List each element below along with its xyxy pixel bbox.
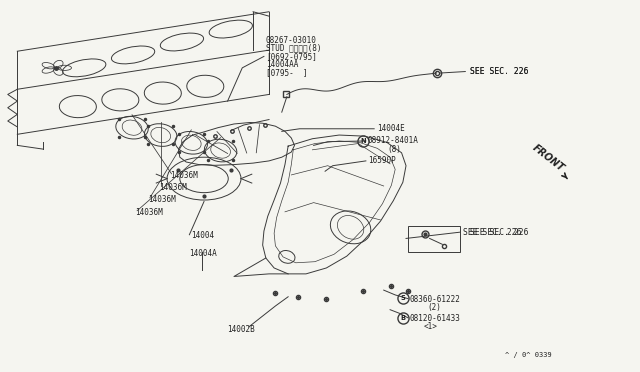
Text: 08267-03010: 08267-03010 — [266, 36, 317, 45]
Text: (8): (8) — [387, 145, 401, 154]
Text: 08120-61433: 08120-61433 — [409, 314, 460, 323]
Text: 14004AA: 14004AA — [266, 60, 298, 69]
Text: 08912-8401A: 08912-8401A — [368, 137, 419, 145]
Text: SEE SEC. 226: SEE SEC. 226 — [470, 228, 528, 237]
Text: <1>: <1> — [423, 322, 437, 331]
Text: 14036M: 14036M — [159, 183, 187, 192]
Text: 14036M: 14036M — [148, 195, 176, 204]
Text: 14004A: 14004A — [189, 249, 216, 258]
Text: SEE SEC. 226: SEE SEC. 226 — [470, 67, 528, 76]
Text: 16590P: 16590P — [368, 156, 396, 166]
Text: 14002B: 14002B — [228, 325, 255, 334]
Text: 14036M: 14036M — [170, 171, 198, 180]
Text: (2): (2) — [427, 302, 441, 312]
Text: [0692-0795]: [0692-0795] — [266, 52, 317, 61]
Text: B: B — [401, 315, 405, 321]
Text: SEE SEC. 226: SEE SEC. 226 — [463, 228, 522, 237]
Text: 08360-61222: 08360-61222 — [409, 295, 460, 304]
Text: [0795-  ]: [0795- ] — [266, 68, 307, 77]
Text: SEE SEC. 226: SEE SEC. 226 — [470, 67, 528, 76]
Text: S: S — [401, 295, 405, 301]
Bar — [408, 226, 460, 252]
Text: 14036M: 14036M — [135, 208, 163, 217]
Text: 14004E: 14004E — [378, 124, 405, 133]
Text: STUD スタッド(8): STUD スタッド(8) — [266, 44, 321, 53]
Text: 14004: 14004 — [191, 231, 214, 240]
Text: ^ / 0^ 0339: ^ / 0^ 0339 — [505, 352, 552, 358]
Text: FRONT: FRONT — [531, 143, 567, 179]
Text: N: N — [360, 138, 366, 144]
